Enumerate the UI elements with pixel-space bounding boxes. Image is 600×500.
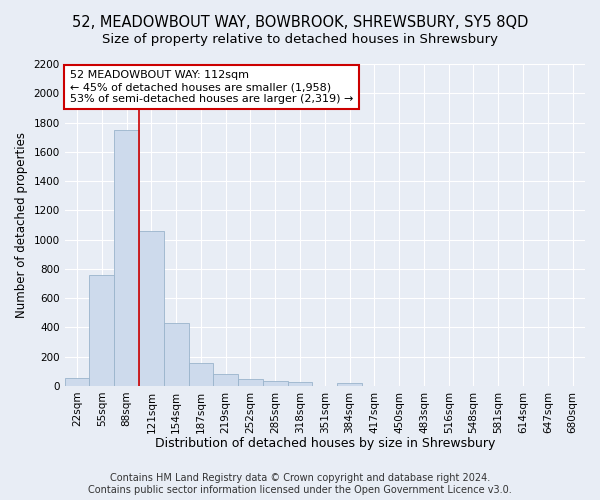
Bar	[65, 378, 89, 386]
Y-axis label: Number of detached properties: Number of detached properties	[15, 132, 28, 318]
Text: Contains HM Land Registry data © Crown copyright and database right 2024.
Contai: Contains HM Land Registry data © Crown c…	[88, 474, 512, 495]
Text: 52, MEADOWBOUT WAY, BOWBROOK, SHREWSBURY, SY5 8QD: 52, MEADOWBOUT WAY, BOWBROOK, SHREWSBURY…	[72, 15, 528, 30]
Bar	[287, 382, 313, 386]
Bar	[214, 374, 238, 386]
Bar	[263, 380, 287, 386]
Bar	[337, 383, 362, 386]
X-axis label: Distribution of detached houses by size in Shrewsbury: Distribution of detached houses by size …	[155, 437, 495, 450]
Bar	[139, 231, 164, 386]
Text: 52 MEADOWBOUT WAY: 112sqm
← 45% of detached houses are smaller (1,958)
53% of se: 52 MEADOWBOUT WAY: 112sqm ← 45% of detac…	[70, 70, 353, 104]
Bar	[164, 323, 188, 386]
Bar	[89, 274, 114, 386]
Bar	[188, 363, 214, 386]
Bar	[114, 130, 139, 386]
Text: Size of property relative to detached houses in Shrewsbury: Size of property relative to detached ho…	[102, 32, 498, 46]
Bar	[238, 380, 263, 386]
